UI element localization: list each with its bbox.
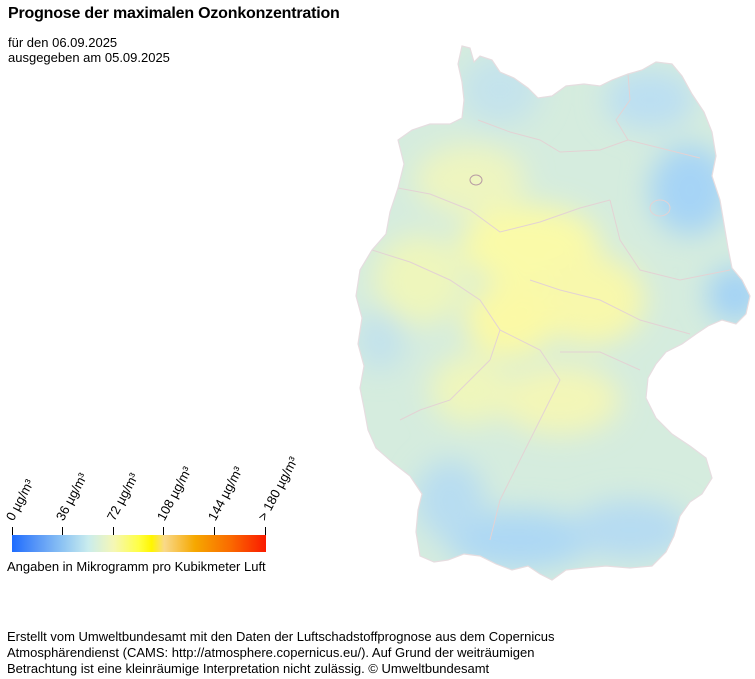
forecast-date: für den 06.09.2025: [8, 35, 118, 50]
mid-zone-franconia: [500, 365, 620, 435]
footer-line-2: Atmosphärendienst (CAMS: http://atmosphe…: [7, 645, 535, 660]
border-nrw: [371, 249, 501, 361]
map-title: Prognose der maximalen Ozonkonzentration: [8, 5, 340, 22]
legend-units-caption: Angaben in Mikrogramm pro Kubikmeter Luf…: [7, 559, 266, 574]
border-thuringia: [529, 279, 691, 335]
concentration-field: [356, 46, 750, 580]
low-zone-eifel: [356, 310, 405, 370]
bremen-border: [469, 174, 483, 186]
border-schleswig-holstein: [477, 119, 629, 153]
border-bavaria-north: [560, 351, 641, 371]
high-zone-hesse: [465, 282, 555, 358]
low-zone-black-forest: [415, 460, 485, 540]
state-borders: [371, 73, 731, 541]
low-zone-alps-east: [570, 500, 690, 560]
border-saxony-anhalt: [609, 199, 731, 281]
low-zone-alps-west: [445, 510, 595, 570]
footer-credits: Erstellt vom Umweltbundesamt mit den Dat…: [7, 629, 747, 677]
high-zone-west: [375, 235, 465, 325]
low-zone-schleswig: [460, 55, 540, 125]
berlin-border: [649, 199, 671, 217]
border-mecklenburg: [615, 73, 701, 159]
legend-tick-mark-144: [214, 527, 215, 535]
legend-color-bar: [12, 535, 266, 552]
issued-date: ausgegeben am 05.09.2025: [8, 50, 170, 65]
border-baden-wuerttemberg: [489, 329, 561, 541]
legend-tick-mark-72: [113, 527, 114, 535]
high-zone-center-east: [535, 255, 645, 345]
footer-line-3: Betrachtung ist eine kleinräumige Interp…: [7, 661, 490, 676]
mid-zone-palatinate: [430, 355, 510, 425]
low-zone-brandenburg: [650, 145, 730, 235]
footer-line-1: Erstellt vom Umweltbundesamt mit den Dat…: [7, 629, 555, 644]
border-rhineland: [399, 359, 491, 421]
legend-tick-mark-0: [12, 527, 13, 535]
legend-tick-mark-180: [265, 527, 266, 535]
legend-tick-mark-108: [163, 527, 164, 535]
low-zone-baltic: [605, 70, 695, 130]
legend-tick-mark-36: [62, 527, 63, 535]
border-lower-saxony-south: [397, 187, 611, 233]
